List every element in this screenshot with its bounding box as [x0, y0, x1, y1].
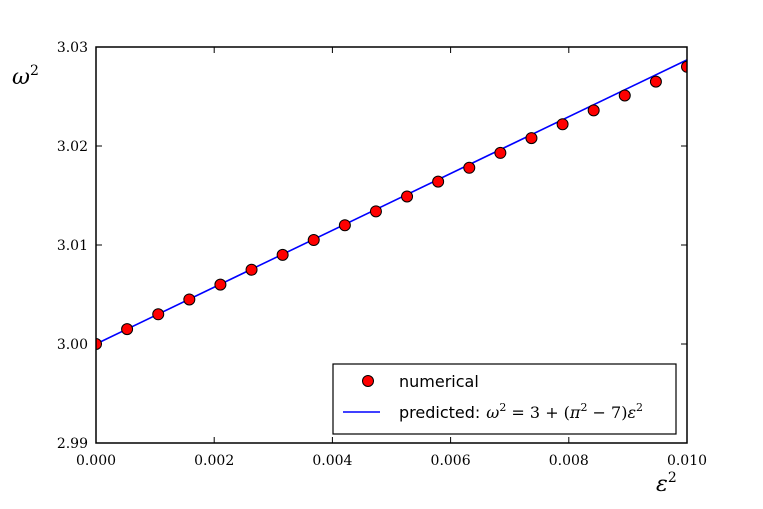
numerical-point — [618, 89, 631, 102]
legend-marker-numerical — [362, 375, 374, 387]
numerical-point — [152, 308, 165, 321]
legend-box — [332, 363, 677, 435]
numerical-point — [681, 60, 687, 73]
y-tick-label: 2.99 — [57, 436, 88, 452]
x-tick-label: 0.002 — [194, 453, 234, 469]
points-layer — [96, 60, 687, 350]
numerical-point — [214, 278, 227, 291]
numerical-point — [401, 190, 414, 203]
legend: numerical predicted: ω2 = 3 + (π2 − 7)ε2 — [332, 363, 677, 435]
x-axis-label: ε2 — [656, 470, 677, 497]
x-tick-label: 0.006 — [431, 453, 471, 469]
y-tick-label: 3.00 — [57, 337, 88, 353]
x-tick-label: 0.008 — [549, 453, 589, 469]
plot-frame — [95, 46, 688, 444]
numerical-point — [525, 132, 538, 145]
numerical-point — [587, 104, 600, 117]
numerical-point — [649, 75, 662, 88]
numerical-point — [307, 234, 320, 247]
numerical-point — [556, 118, 569, 131]
numerical-point — [338, 219, 351, 232]
numerical-point — [494, 146, 507, 159]
y-tick-label: 3.01 — [57, 238, 88, 254]
numerical-point — [245, 263, 258, 276]
y-axis-label: ω2 — [12, 63, 39, 90]
x-tick-label: 0.000 — [76, 453, 116, 469]
numerical-point — [463, 161, 476, 174]
legend-label-numerical: numerical — [399, 372, 479, 391]
y-tick-label: 3.03 — [57, 40, 88, 56]
numerical-point — [183, 293, 196, 306]
numerical-point — [96, 338, 102, 350]
numerical-point — [121, 323, 134, 336]
legend-label-predicted: predicted: ω2 = 3 + (π2 − 7)ε2 — [399, 401, 643, 422]
x-tick-label: 0.004 — [312, 453, 352, 469]
x-tick-label: 0.010 — [667, 453, 707, 469]
numerical-point — [369, 205, 382, 218]
numerical-point — [276, 248, 289, 261]
y-tick-label: 3.02 — [57, 139, 88, 155]
numerical-point — [432, 175, 445, 188]
